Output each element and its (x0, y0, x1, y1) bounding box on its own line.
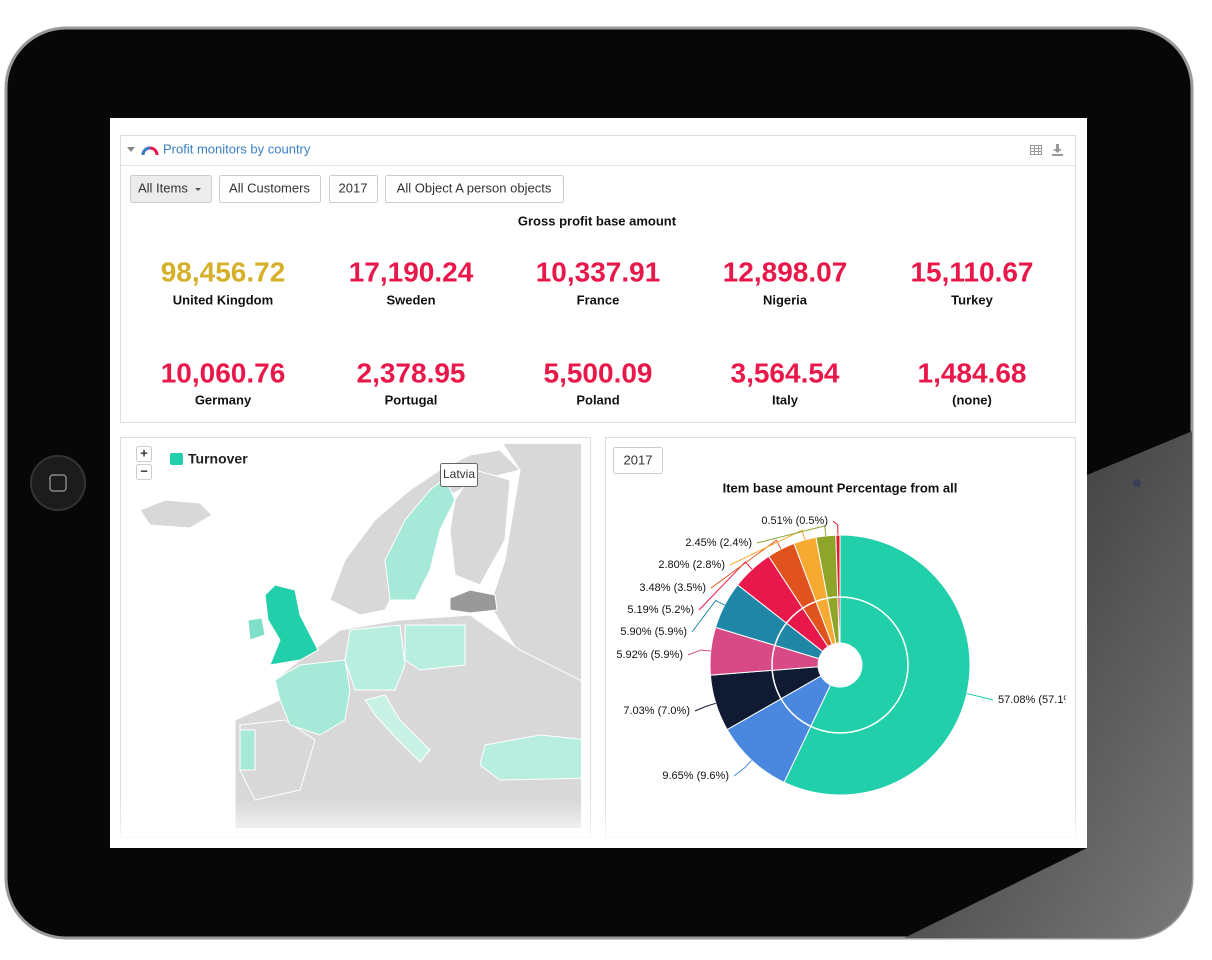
kpi-value: 12,898.07 (723, 256, 848, 287)
collapse-caret[interactable] (127, 147, 135, 152)
pie-inner-ring (771, 596, 909, 734)
kpi-value: 10,337.91 (536, 256, 661, 287)
map: Latvia (127, 440, 590, 828)
country-highlight[interactable] (364, 694, 431, 763)
panel-icon-part (141, 146, 151, 156)
kpi-value: 1,484.68 (918, 357, 1027, 388)
pie-label: 0.51% (0.5%) (761, 515, 828, 527)
pie-filter[interactable] (613, 447, 663, 474)
tooltip-text: Latvia (443, 467, 475, 481)
country-highlight[interactable] (247, 617, 266, 641)
home-icon (49, 474, 67, 492)
kpi-value: 2,378.95 (357, 357, 466, 388)
kpi-value: 17,190.24 (349, 256, 474, 287)
filter-button[interactable] (219, 175, 321, 203)
filter-label: All Customers (229, 180, 310, 195)
kpi-label: Italy (772, 392, 799, 407)
country-hover[interactable] (449, 589, 498, 614)
country-highlight[interactable] (384, 477, 456, 601)
filter-button[interactable] (130, 175, 212, 203)
zoom-out-label: − (140, 463, 148, 478)
kpi-label: Sweden (386, 292, 435, 307)
download-icon[interactable] (1052, 144, 1063, 156)
kpi-value: 15,110.67 (910, 256, 1033, 287)
panel-title[interactable]: Profit monitors by country (163, 141, 311, 156)
label-connector (832, 520, 839, 536)
kpi-value: 98,456.72 (161, 256, 286, 287)
label-connector (691, 599, 725, 633)
home-button[interactable] (30, 455, 86, 511)
label-connector (687, 649, 711, 656)
pie-label: 5.19% (5.2%) (627, 604, 694, 616)
pie-label: 7.03% (7.0%) (623, 705, 690, 717)
country[interactable] (139, 499, 213, 529)
legend-label[interactable]: Turnover (188, 451, 248, 467)
pie-label: 5.92% (5.9%) (616, 649, 683, 661)
filter-label: All Items (138, 180, 188, 195)
kpi-label: Turkey (951, 292, 993, 307)
zoom-in-label: + (140, 445, 148, 460)
kpi-value: 10,060.76 (161, 357, 286, 388)
kpi-label: Germany (195, 392, 252, 407)
country-highlight[interactable] (404, 624, 466, 671)
pie-label: 3.48% (3.5%) (639, 582, 706, 594)
kpi-label: Poland (576, 392, 619, 407)
kpi-label: France (577, 292, 620, 307)
kpi-label: (none) (952, 392, 992, 407)
kpi-label: Portugal (385, 392, 438, 407)
pie-chart: 57.08% (57.1%) 9.65% (9.6%) 7.03% (7.0%) 5.… (616, 515, 1077, 796)
pie-label: 2.80% (2.8%) (658, 559, 725, 571)
table-icon[interactable] (1030, 145, 1042, 155)
pie-label: 2.45% (2.4%) (685, 537, 752, 549)
zoom-in[interactable] (136, 446, 152, 462)
label-connector (698, 561, 753, 611)
kpi-title: Gross profit base amount (518, 213, 677, 228)
country-highlight[interactable] (274, 659, 351, 736)
country-highlight[interactable] (479, 734, 590, 781)
dropdown-caret (195, 188, 201, 191)
reflection (900, 430, 1192, 938)
country[interactable] (449, 469, 511, 586)
filter-label: All Object A person objects (397, 180, 552, 195)
country[interactable] (489, 440, 590, 690)
label-connector (966, 693, 994, 701)
label-connector (729, 529, 806, 566)
kpi-label: United Kingdom (173, 292, 273, 307)
pie-label: 5.90% (5.9%) (620, 626, 687, 638)
filter-button[interactable] (329, 175, 378, 203)
kpi-panel (120, 135, 1076, 423)
country-highlight[interactable] (344, 624, 406, 691)
filter-label: 2017 (339, 180, 368, 195)
label-connector (710, 539, 782, 589)
country-highlight[interactable] (264, 584, 319, 666)
legend-swatch (170, 453, 183, 465)
kpi-value: 3,564.54 (731, 357, 840, 388)
country-highlight[interactable] (239, 729, 256, 771)
label-connector (694, 702, 716, 712)
screen-fade (110, 800, 1087, 848)
map-tooltip (440, 463, 478, 487)
pie-label: 9.65% (9.6%) (662, 770, 729, 782)
label-connector (733, 759, 752, 777)
pie-label: 57.08% (57.1%) (998, 694, 1077, 706)
pie-filter-label: 2017 (624, 452, 653, 467)
kpi-label: Nigeria (763, 292, 808, 307)
zoom-out[interactable] (136, 464, 152, 480)
label-connector (756, 525, 827, 544)
camera (1133, 479, 1141, 487)
filter-button[interactable] (385, 175, 564, 203)
kpi-value: 5,500.09 (544, 357, 653, 388)
pie-title: Item base amount Percentage from all (723, 480, 958, 495)
